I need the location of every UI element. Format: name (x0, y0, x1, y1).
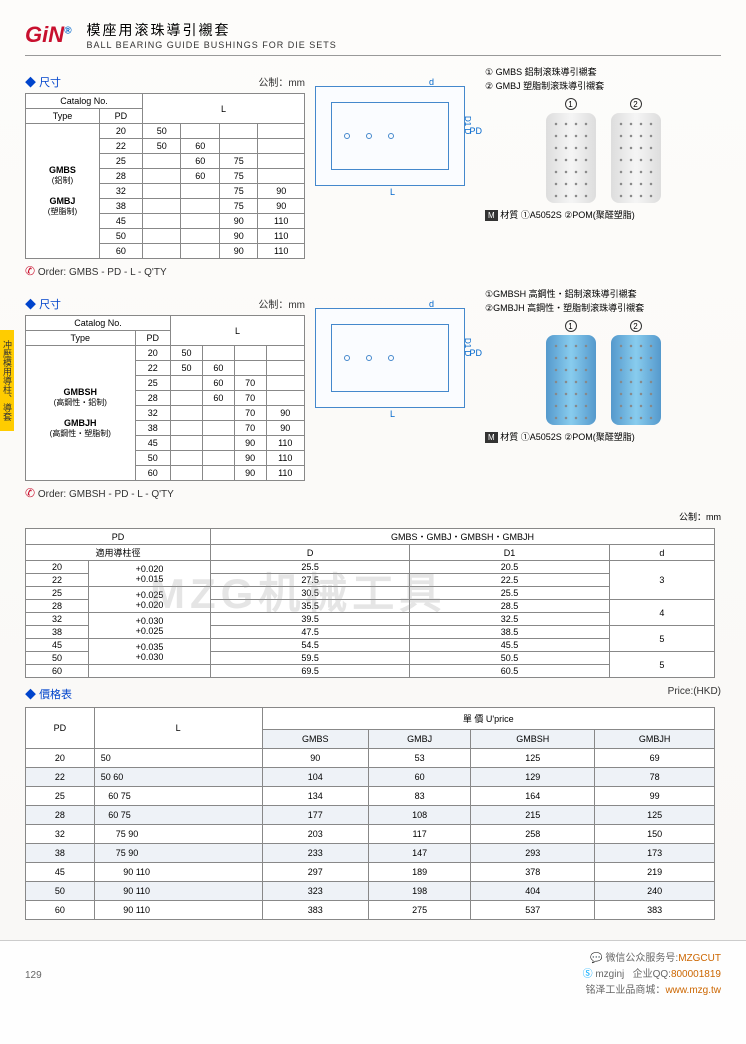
legend-2: ①GMBSH 高鋼性・鋁制滚珠導引襯套 ②GMBJH 高鋼性・塑脂制滚珠導引襯套 (485, 288, 721, 315)
price-table: PDL單 價 U'price GMBSGMBJGMBSHGMBJH 205090… (25, 707, 715, 920)
page-header: GiN® 模座用滚珠導引襯套 BALL BEARING GUIDE BUSHIN… (25, 20, 721, 56)
spec-table-1: Catalog No.L TypePD GMBS(鋁制)GMBJ(塑脂制) 20… (25, 93, 305, 259)
product-image-gmbs (546, 113, 596, 203)
order-line-2: ✆ Order: GMBSH - PD - L - Q'TY (25, 486, 305, 500)
phone-icon: ✆ (25, 486, 35, 500)
material-2: M 材質 ①A5052S ②POM(聚醛塑脂) (485, 430, 721, 443)
title-cn: 模座用滚珠導引襯套 (87, 20, 722, 40)
product-image-gmbsh (546, 335, 596, 425)
wechat-link[interactable]: MZGCUT (678, 953, 721, 964)
title-en: BALL BEARING GUIDE BUSHINGS FOR DIE SETS (87, 40, 722, 50)
section-label-2: 尺寸公制：mm (25, 296, 305, 312)
diagram-2: LdPDD1 D (315, 308, 465, 408)
spec-table-2: Catalog No.L TypePD GMBSH(高鋼性・鋁制)GMBJH(高… (25, 315, 305, 481)
page-footer: 129 💬 微信公众服务号:MZGCUT Ⓢ mzginj 企业QQ:80000… (0, 940, 746, 1009)
shop-link[interactable]: www.mzg.tw (665, 985, 721, 996)
dim-unit: 公制：mm (25, 510, 721, 523)
dimension-table: PDGMBS・GMBJ・GMBSH・GMBJH 適用導柱徑DD1d 20+0.0… (25, 528, 715, 678)
phone-icon: ✆ (25, 264, 35, 278)
product-image-gmbjh (611, 335, 661, 425)
page-number: 129 (25, 970, 42, 981)
side-tab: 冲壓模用導柱、導套 (0, 330, 14, 431)
logo: GiN® (25, 22, 72, 48)
section-label-1: 尺寸公制：mm (25, 74, 305, 90)
wechat-icon: 💬 (590, 953, 602, 964)
material-1: M 材質 ①A5052S ②POM(聚醛塑脂) (485, 208, 721, 221)
legend-1: ① GMBS 鋁制滚珠導引襯套 ② GMBJ 塑脂制滚珠導引襯套 (485, 66, 721, 93)
product-image-gmbj (611, 113, 661, 203)
diagram-1: LdPDD1 D (315, 86, 465, 186)
order-line-1: ✆ Order: GMBS - PD - L - Q'TY (25, 264, 305, 278)
skype-icon: Ⓢ (583, 969, 593, 980)
price-label: 價格表Price:(HKD) (25, 686, 721, 702)
